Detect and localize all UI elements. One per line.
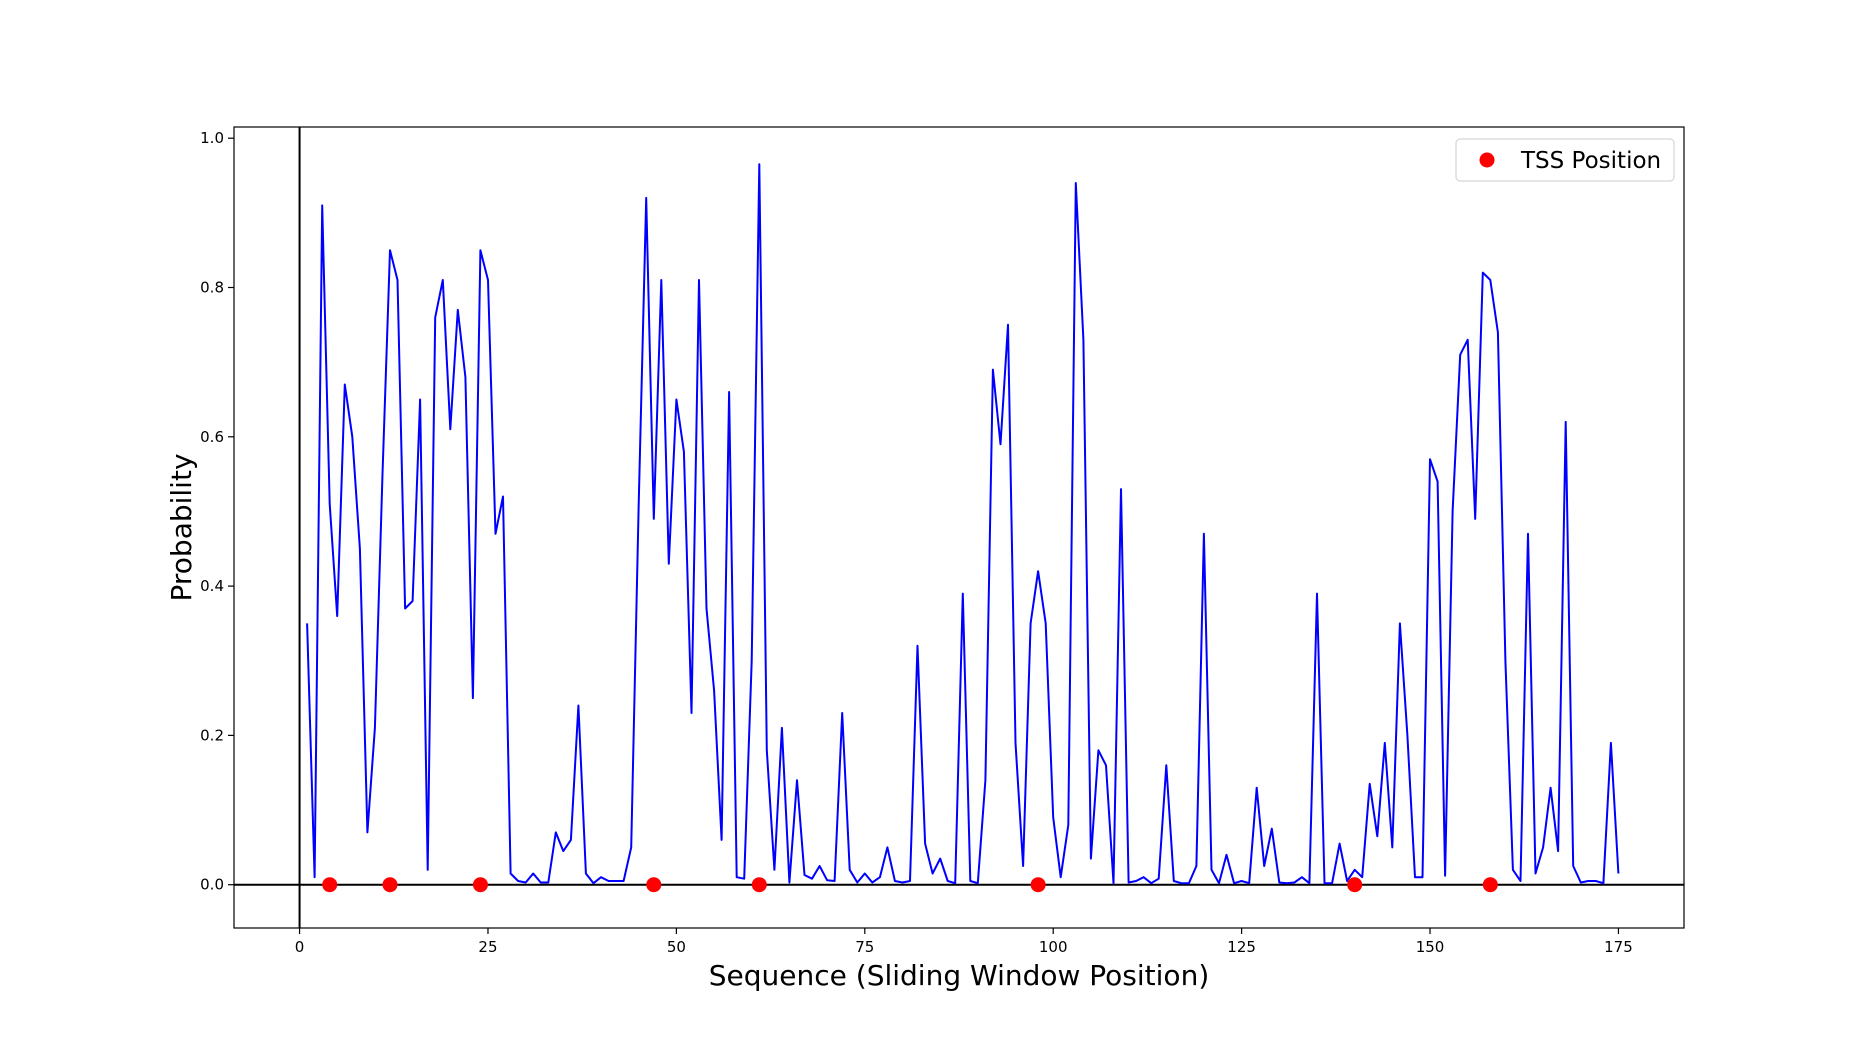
legend-label-tss: TSS Position bbox=[1520, 148, 1661, 174]
y-tick-label: 0.0 bbox=[200, 876, 224, 894]
x-tick-label: 50 bbox=[667, 938, 686, 956]
probability-line bbox=[306, 163, 1620, 885]
tss-point bbox=[382, 877, 398, 893]
legend: TSS Position bbox=[1455, 138, 1675, 182]
tss-point bbox=[1482, 877, 1498, 893]
x-axis-title: Sequence (Sliding Window Position) bbox=[709, 959, 1210, 992]
y-tick-label: 0.2 bbox=[200, 726, 224, 744]
y-tick-label: 0.8 bbox=[200, 278, 224, 296]
x-tick-label: 0 bbox=[295, 938, 305, 956]
tss-point bbox=[751, 877, 767, 893]
y-tick-label: 1.0 bbox=[200, 129, 224, 147]
y-tick-label: 0.4 bbox=[200, 577, 224, 595]
plot-area bbox=[234, 127, 1684, 928]
legend-marker-tss bbox=[1479, 152, 1495, 168]
plot-frame bbox=[233, 126, 1685, 929]
y-axis-title: Probability bbox=[165, 453, 198, 601]
legend-box bbox=[1455, 138, 1675, 182]
x-tick-label: 100 bbox=[1039, 938, 1068, 956]
x-tick-label: 150 bbox=[1416, 938, 1445, 956]
tss-point bbox=[646, 877, 662, 893]
x-axis-ticks: 0 25 50 75 100 125 150 175 bbox=[295, 928, 1633, 956]
tss-point bbox=[1030, 877, 1046, 893]
x-tick-label: 125 bbox=[1227, 938, 1256, 956]
tss-point bbox=[322, 877, 338, 893]
x-tick-label: 175 bbox=[1604, 938, 1633, 956]
tss-point bbox=[472, 877, 488, 893]
y-tick-label: 0.6 bbox=[200, 428, 224, 446]
x-tick-label: 25 bbox=[478, 938, 497, 956]
x-tick-label: 75 bbox=[855, 938, 874, 956]
tss-point bbox=[1347, 877, 1363, 893]
y-axis-ticks: 0.0 0.2 0.4 0.6 0.8 1.0 bbox=[200, 129, 234, 894]
